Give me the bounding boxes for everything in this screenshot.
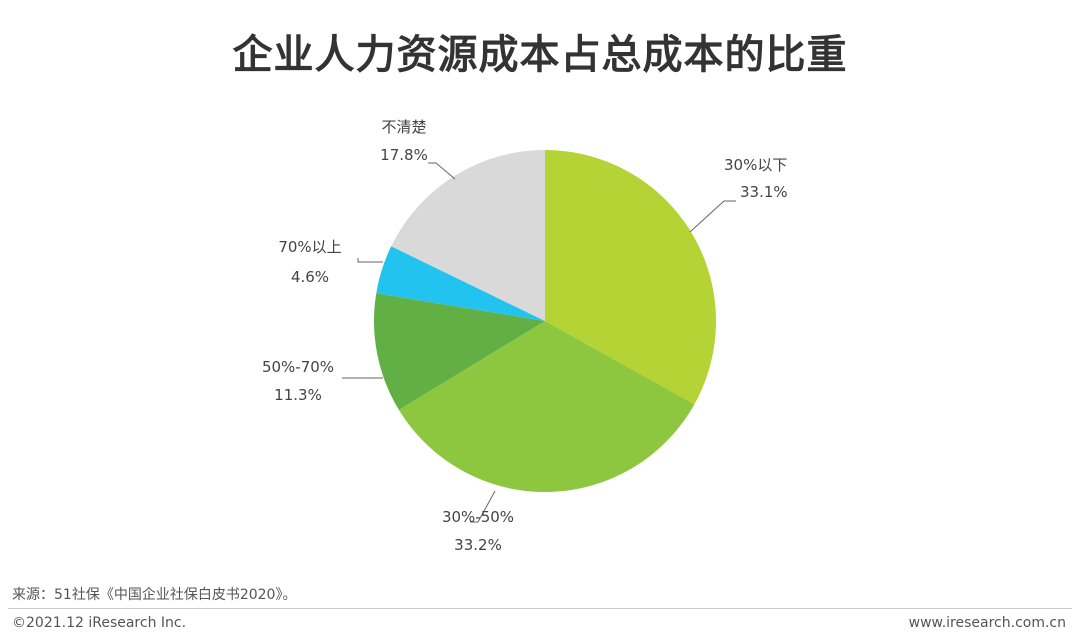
- slice-category-label: 30%-50%: [442, 508, 514, 526]
- pie-slice-2: [398, 321, 695, 493]
- leader-line-1: [689, 200, 736, 233]
- pie-slice-4: [376, 246, 545, 321]
- slice-value-label: 11.3%: [274, 386, 322, 404]
- pie-slice-5: [391, 150, 545, 321]
- slice-value-label: 17.8%: [380, 146, 428, 164]
- leader-line-2: [470, 490, 496, 523]
- pie-slice-1: [545, 150, 717, 405]
- leader-line-5: [428, 162, 456, 180]
- slice-value-label: 4.6%: [291, 268, 329, 286]
- slice-category-label: 50%-70%: [262, 358, 334, 376]
- website-text: www.iresearch.com.cn: [908, 615, 1066, 631]
- source-note: 来源：51社保《中国企业社保白皮书2020》。: [12, 587, 297, 603]
- footer-divider: [8, 608, 1072, 609]
- leader-lines: [342, 162, 736, 523]
- leader-line-4: [357, 258, 383, 263]
- slice-value-label: 33.1%: [740, 183, 788, 201]
- slice-category-label: 70%以上: [278, 238, 341, 256]
- slice-category-label: 不清楚: [381, 118, 426, 136]
- pie-slices: [374, 150, 717, 493]
- slice-category-label: 30%以下: [724, 156, 787, 174]
- slice-value-label: 33.2%: [454, 536, 502, 554]
- pie-chart: 30%以下 33.1% 30%-50% 33.2% 50%-70% 11.3% 70%以上 4…: [262, 118, 788, 554]
- copyright-text: ©2021.12 iResearch Inc.: [12, 615, 187, 631]
- pie-slice-3: [374, 293, 545, 410]
- slice-labels: 30%以下 33.1% 30%-50% 33.2% 50%-70% 11.3% 70%以上 4…: [262, 118, 788, 554]
- chart-title: 企业人力资源成本占总成本的比重: [232, 32, 848, 78]
